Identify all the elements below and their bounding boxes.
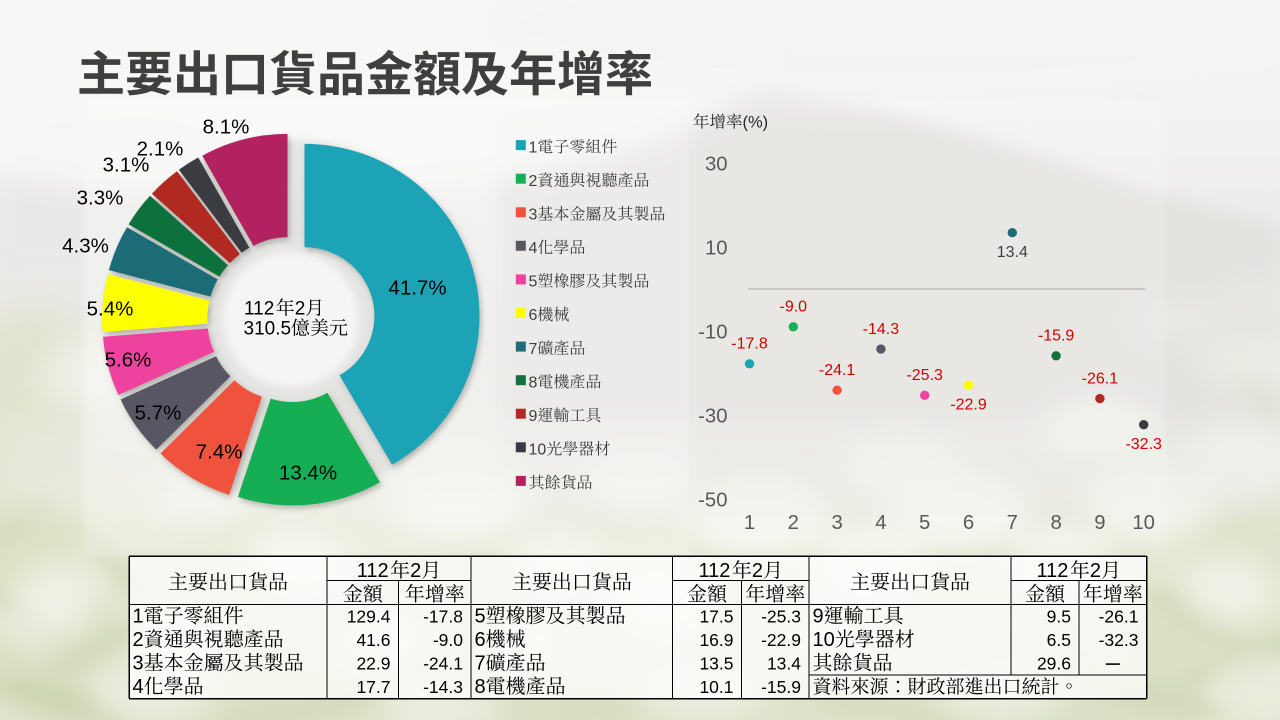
svg-text:10: 10 xyxy=(529,442,547,459)
svg-text:5: 5 xyxy=(919,512,930,534)
svg-text:112: 112 xyxy=(1037,560,1069,582)
svg-text:310.5: 310.5 xyxy=(244,319,292,340)
svg-text:30: 30 xyxy=(705,153,728,175)
svg-text:2.1%: 2.1% xyxy=(137,137,184,160)
svg-text:3.1%: 3.1% xyxy=(103,153,150,176)
svg-text:-26.1: -26.1 xyxy=(1099,607,1139,627)
svg-text:6: 6 xyxy=(963,512,974,534)
svg-text:8: 8 xyxy=(475,676,486,698)
svg-text:2: 2 xyxy=(410,560,421,582)
svg-text:13.5: 13.5 xyxy=(699,654,733,674)
svg-text:41.6: 41.6 xyxy=(356,630,390,650)
svg-text:10: 10 xyxy=(1132,512,1155,534)
svg-text:22.9: 22.9 xyxy=(356,654,390,674)
svg-text:3.3%: 3.3% xyxy=(77,186,124,209)
svg-text:4.3%: 4.3% xyxy=(62,234,109,257)
svg-text:112: 112 xyxy=(244,299,274,320)
svg-text:9: 9 xyxy=(529,408,538,425)
svg-text:2: 2 xyxy=(295,299,306,320)
svg-text:8: 8 xyxy=(529,374,538,391)
svg-text:-32.3: -32.3 xyxy=(1125,436,1162,453)
svg-text:-15.9: -15.9 xyxy=(1038,328,1075,345)
svg-text:2: 2 xyxy=(133,629,144,651)
svg-text:10: 10 xyxy=(705,237,728,259)
svg-text:-25.3: -25.3 xyxy=(761,607,801,627)
svg-text:5.7%: 5.7% xyxy=(135,401,182,424)
svg-text:4: 4 xyxy=(875,512,886,534)
svg-text:-17.8: -17.8 xyxy=(423,607,463,627)
svg-text:112: 112 xyxy=(357,560,389,582)
svg-text:-22.9: -22.9 xyxy=(950,397,987,414)
svg-text:13.4%: 13.4% xyxy=(279,461,337,484)
svg-text:-32.3: -32.3 xyxy=(1099,630,1139,650)
svg-text:5.4%: 5.4% xyxy=(87,297,134,320)
svg-text:-26.1: -26.1 xyxy=(1082,370,1119,387)
svg-text:7: 7 xyxy=(475,653,486,675)
svg-text:-30: -30 xyxy=(698,405,727,427)
svg-text:13.4: 13.4 xyxy=(997,244,1028,261)
svg-text:9.5: 9.5 xyxy=(1047,607,1071,627)
svg-text:2: 2 xyxy=(529,173,538,190)
svg-text:5: 5 xyxy=(529,274,538,291)
svg-text:2: 2 xyxy=(752,560,763,582)
svg-text:6.5: 6.5 xyxy=(1047,630,1071,650)
svg-text:-17.8: -17.8 xyxy=(731,336,768,353)
svg-text:112: 112 xyxy=(699,560,731,582)
svg-text:4: 4 xyxy=(133,676,144,698)
svg-text:13.4: 13.4 xyxy=(767,654,801,674)
svg-text:2: 2 xyxy=(1090,560,1101,582)
svg-text:6: 6 xyxy=(529,307,538,324)
svg-text:-50: -50 xyxy=(698,489,727,511)
svg-text:7: 7 xyxy=(529,341,538,358)
svg-text:2: 2 xyxy=(788,512,799,534)
svg-text:(%): (%) xyxy=(743,114,769,132)
svg-text:-24.1: -24.1 xyxy=(819,362,856,379)
svg-text:3: 3 xyxy=(831,512,842,534)
svg-text:9: 9 xyxy=(1094,512,1105,534)
svg-text:4: 4 xyxy=(529,240,538,257)
svg-text:1: 1 xyxy=(744,512,755,534)
svg-text:17.5: 17.5 xyxy=(699,607,733,627)
svg-text:3: 3 xyxy=(529,207,538,224)
svg-text:-14.3: -14.3 xyxy=(863,321,900,338)
svg-text:9: 9 xyxy=(813,606,824,628)
svg-text:-24.1: -24.1 xyxy=(423,654,463,674)
svg-text:-9.0: -9.0 xyxy=(433,630,463,650)
svg-text:16.9: 16.9 xyxy=(699,630,733,650)
svg-text:6: 6 xyxy=(475,629,486,651)
svg-text:-25.3: -25.3 xyxy=(906,367,943,384)
svg-text:-9.0: -9.0 xyxy=(780,299,808,316)
svg-text:10: 10 xyxy=(813,629,835,651)
svg-text:7: 7 xyxy=(1007,512,1018,534)
svg-text:-14.3: -14.3 xyxy=(423,677,463,697)
svg-text:10.1: 10.1 xyxy=(699,677,733,697)
svg-text:8.1%: 8.1% xyxy=(203,115,250,138)
svg-text:1: 1 xyxy=(133,606,144,628)
svg-text:129.4: 129.4 xyxy=(347,607,391,627)
svg-text:41.7%: 41.7% xyxy=(388,276,446,299)
svg-text:17.7: 17.7 xyxy=(356,677,390,697)
svg-text:-10: -10 xyxy=(698,321,727,343)
svg-text:5.6%: 5.6% xyxy=(105,348,152,371)
svg-text:-15.9: -15.9 xyxy=(761,677,801,697)
svg-text:5: 5 xyxy=(475,606,486,628)
svg-text:29.6: 29.6 xyxy=(1037,654,1071,674)
svg-text:-22.9: -22.9 xyxy=(761,630,801,650)
svg-text:7.4%: 7.4% xyxy=(196,440,243,463)
svg-text:3: 3 xyxy=(133,653,144,675)
svg-text:8: 8 xyxy=(1050,512,1061,534)
svg-text:1: 1 xyxy=(529,139,538,156)
